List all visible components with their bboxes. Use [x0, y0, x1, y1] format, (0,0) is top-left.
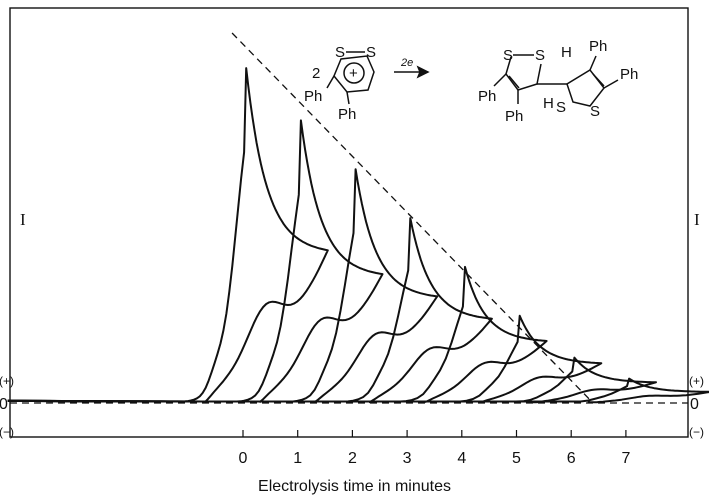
- x-tick-label: 0: [239, 450, 248, 467]
- reaction-coefficient: 2: [312, 65, 320, 82]
- series-curve-1: [7, 119, 384, 404]
- product-ph4: Ph: [620, 66, 638, 83]
- x-tick-label: 3: [403, 450, 412, 467]
- x-tick-label: 7: [621, 450, 630, 467]
- sign-zero-left: 0: [0, 396, 8, 413]
- y-axis-label-right: I: [694, 210, 700, 229]
- series-curve-7: [7, 377, 709, 404]
- product-s4: S: [590, 103, 600, 120]
- reaction-scheme: 2 + S S Ph Ph 2e S S Ph Ph H H S S Ph P: [304, 38, 638, 125]
- series-curve-5: [7, 314, 603, 404]
- sign-negative-left: (−): [0, 425, 14, 439]
- x-tick-label: 6: [567, 450, 576, 467]
- product-s1: S: [503, 47, 513, 64]
- product-ph2: Ph: [505, 108, 523, 125]
- product-s3: S: [556, 99, 566, 116]
- plot-frame: [9, 7, 689, 438]
- product-h1: H: [543, 95, 554, 112]
- x-tick-label: 2: [348, 450, 357, 467]
- sign-positive-right: (+): [689, 374, 704, 388]
- product-h2: H: [561, 44, 572, 61]
- series-curve-0: [7, 67, 329, 404]
- y-axis-label-left: I: [20, 210, 26, 229]
- series-curve-3: [7, 217, 493, 404]
- series-curve-6: [7, 356, 657, 404]
- product-ring2: [566, 69, 605, 107]
- x-tick-label: 4: [457, 450, 466, 467]
- x-tick-label: 1: [293, 450, 302, 467]
- product-s2: S: [535, 47, 545, 64]
- reactant-ph2: Ph: [338, 106, 356, 123]
- product-ph3: Ph: [589, 38, 607, 55]
- reaction-arrow-head: [416, 65, 430, 79]
- peak-envelope-line: [231, 32, 594, 404]
- reaction-reagent: 2e: [400, 57, 413, 69]
- reactant-aromatic-circle: [343, 62, 365, 84]
- product-ph1: Ph: [478, 88, 496, 105]
- series-curve-4: [7, 265, 548, 404]
- sign-positive-left: (+): [0, 374, 14, 388]
- x-tick-layer: 0 1 2 3 4 5 6 7: [239, 430, 630, 467]
- series-curve-2: [7, 168, 439, 404]
- reactant-s1: S: [335, 44, 345, 61]
- x-tick-label: 5: [512, 450, 521, 467]
- reactant-s2: S: [366, 44, 376, 61]
- reactant-ph1: Ph: [304, 88, 322, 105]
- x-axis-label: Electrolysis time in minutes: [258, 478, 451, 495]
- reactant-charge: +: [349, 65, 358, 82]
- sign-negative-right: (−): [689, 425, 704, 439]
- sign-zero-right: 0: [690, 396, 699, 413]
- series-layer: [7, 67, 709, 404]
- peak-envelope-layer: [231, 32, 594, 404]
